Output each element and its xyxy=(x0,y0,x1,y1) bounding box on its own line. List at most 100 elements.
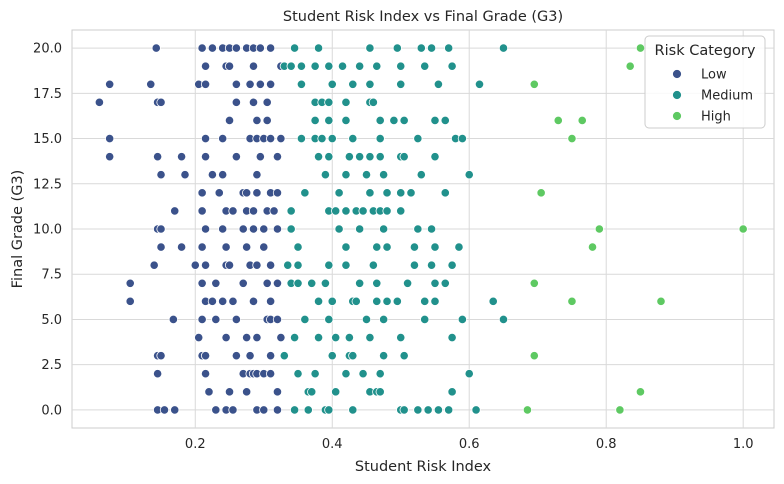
data-point-low xyxy=(252,170,262,180)
data-point-medium xyxy=(341,97,351,107)
data-point-low xyxy=(262,97,272,107)
data-point-medium xyxy=(396,61,406,71)
data-point-low xyxy=(262,278,272,288)
data-point-medium xyxy=(303,405,313,415)
data-point-medium xyxy=(382,242,392,252)
data-point-low xyxy=(197,242,207,252)
data-point-medium xyxy=(420,314,430,325)
data-point-low xyxy=(190,260,200,270)
data-point-low xyxy=(266,369,276,379)
data-point-low xyxy=(231,152,241,162)
data-point-low xyxy=(211,278,221,288)
data-point-medium xyxy=(324,405,334,415)
data-point-high xyxy=(587,242,598,252)
data-point-low xyxy=(255,43,265,53)
data-point-low xyxy=(248,61,259,71)
data-point-low xyxy=(276,332,286,343)
data-point-low xyxy=(176,152,187,162)
data-point-medium xyxy=(334,224,344,234)
data-point-low xyxy=(218,224,228,234)
data-point-medium xyxy=(375,115,385,126)
data-point-medium xyxy=(440,115,450,126)
data-point-medium xyxy=(320,170,330,180)
data-point-low xyxy=(262,115,272,126)
data-point-medium xyxy=(430,278,440,288)
data-point-low xyxy=(242,332,252,343)
data-point-low xyxy=(156,224,166,234)
data-point-low xyxy=(197,188,207,198)
data-point-medium xyxy=(365,332,375,343)
legend-box xyxy=(644,35,766,129)
data-point-low xyxy=(242,242,252,252)
data-point-low xyxy=(266,133,276,144)
data-point-medium xyxy=(327,79,337,89)
data-point-medium xyxy=(348,79,358,89)
data-point-medium xyxy=(289,43,300,53)
data-point-low xyxy=(266,43,276,53)
data-point-high xyxy=(529,351,539,361)
data-point-medium xyxy=(440,188,450,198)
data-point-low xyxy=(266,79,276,89)
data-point-low xyxy=(200,79,211,89)
data-point-low xyxy=(170,206,180,216)
data-point-low xyxy=(224,260,235,270)
data-point-low xyxy=(276,133,286,144)
data-point-low xyxy=(248,224,259,234)
data-point-medium xyxy=(348,351,358,361)
data-point-medium xyxy=(324,61,334,71)
data-point-medium xyxy=(310,115,320,126)
data-point-medium xyxy=(372,61,382,71)
data-point-low xyxy=(248,296,259,306)
data-point-medium xyxy=(341,170,351,180)
data-point-medium xyxy=(396,206,406,216)
data-point-medium xyxy=(355,224,365,234)
data-point-medium xyxy=(433,79,444,89)
data-point-medium xyxy=(413,405,423,415)
data-point-low xyxy=(204,387,214,397)
data-point-low xyxy=(231,79,241,89)
data-point-medium xyxy=(406,188,416,198)
data-point-medium xyxy=(355,61,365,71)
legend-label-low: Low xyxy=(701,68,727,83)
data-point-medium xyxy=(296,79,307,89)
data-point-medium xyxy=(399,152,409,162)
legend-marker-low xyxy=(672,69,682,79)
data-point-medium xyxy=(293,260,303,270)
data-point-medium xyxy=(324,314,334,325)
data-point-medium xyxy=(372,242,382,252)
data-point-medium xyxy=(320,278,330,288)
data-point-low xyxy=(159,405,170,415)
data-point-medium xyxy=(327,296,337,306)
data-point-low xyxy=(156,170,166,180)
data-point-low xyxy=(266,260,276,270)
x-tick-label: 1.0 xyxy=(733,437,754,452)
data-point-medium xyxy=(372,296,382,306)
data-point-medium xyxy=(344,152,354,162)
data-point-low xyxy=(272,188,283,198)
chart-title: Student Risk Index vs Final Grade (G3) xyxy=(283,9,563,25)
data-point-medium xyxy=(293,242,303,252)
data-point-low xyxy=(221,242,231,252)
data-point-medium xyxy=(396,188,406,198)
data-point-medium xyxy=(426,260,437,270)
data-point-low xyxy=(228,296,238,306)
data-point-high xyxy=(577,115,587,126)
data-point-medium xyxy=(447,61,457,71)
data-point-high xyxy=(635,387,646,397)
data-point-medium xyxy=(365,188,375,198)
data-point-medium xyxy=(355,278,365,288)
data-point-low xyxy=(197,43,207,53)
data-point-medium xyxy=(296,61,307,71)
data-point-low xyxy=(211,314,221,325)
data-point-medium xyxy=(293,369,303,379)
data-point-medium xyxy=(382,188,392,198)
data-point-low xyxy=(197,206,207,216)
data-point-medium xyxy=(313,332,324,343)
data-point-low xyxy=(228,206,238,216)
data-point-low xyxy=(214,188,224,198)
data-point-medium xyxy=(426,224,437,234)
data-point-low xyxy=(149,260,159,270)
data-point-medium xyxy=(341,260,351,270)
data-point-medium xyxy=(457,133,467,144)
data-point-medium xyxy=(289,332,300,343)
